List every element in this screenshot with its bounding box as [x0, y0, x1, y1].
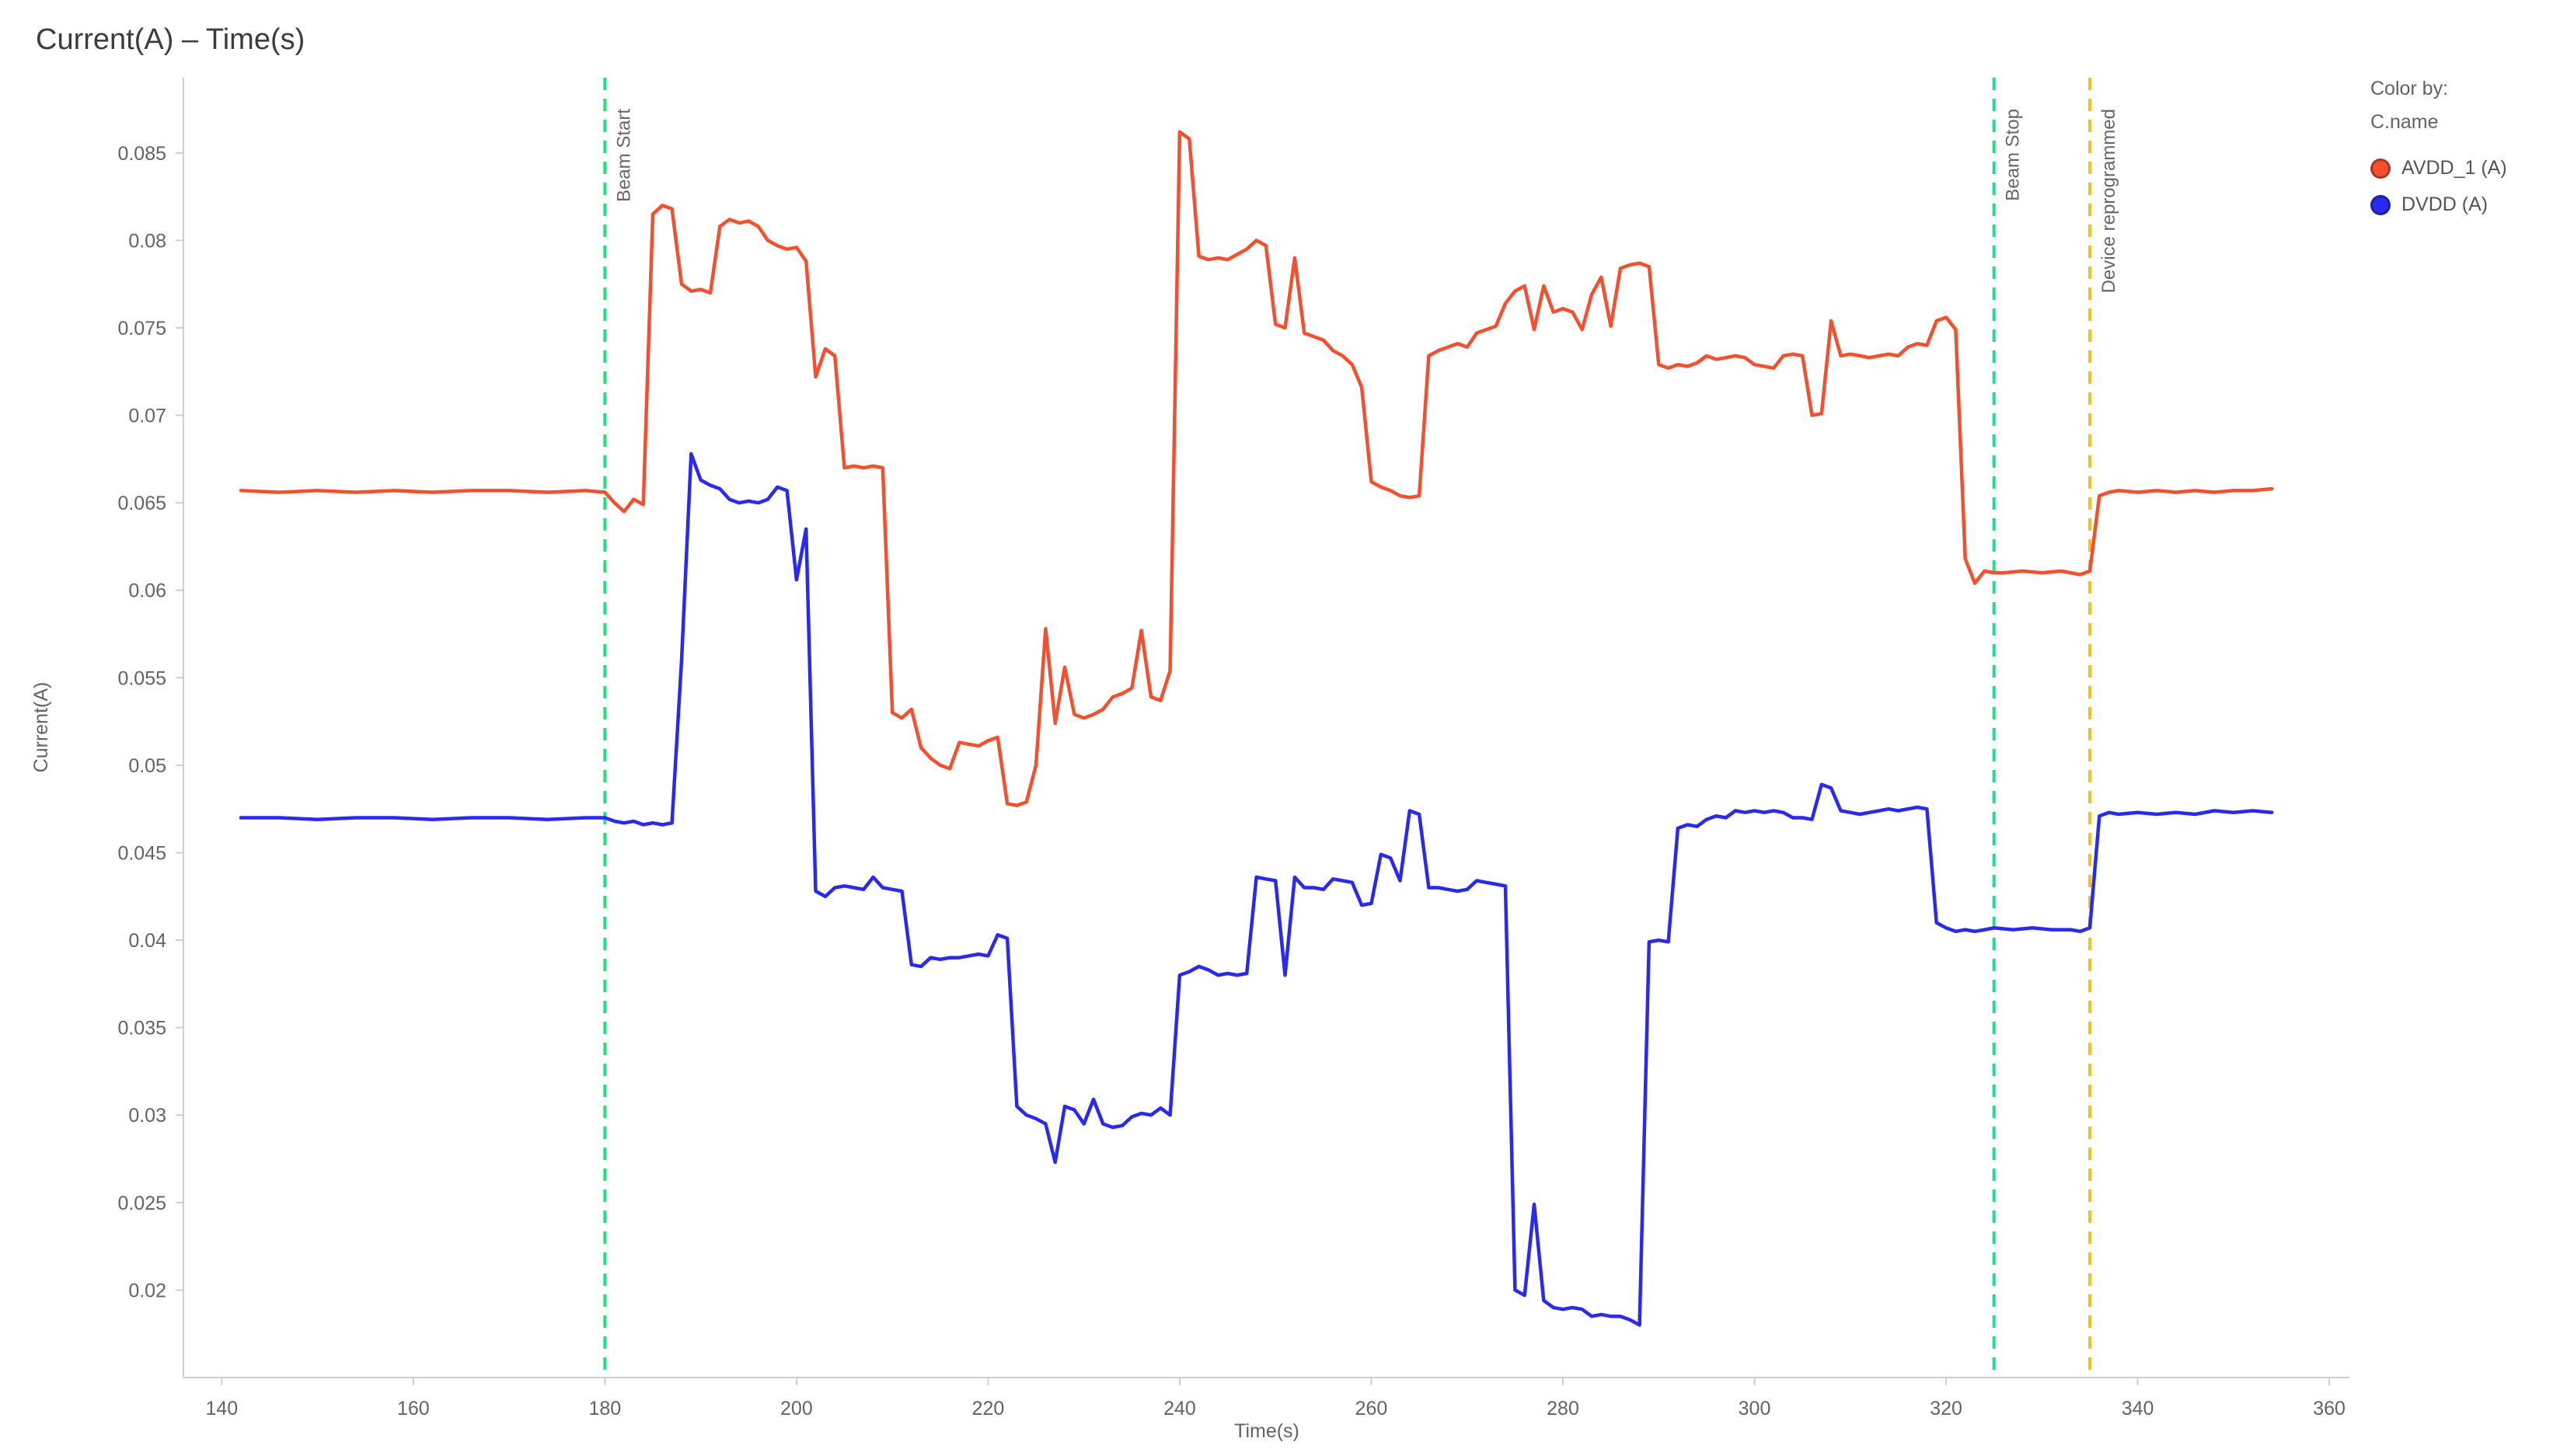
y-tick-label: 0.04: [128, 930, 166, 952]
y-tick-label: 0.035: [117, 1018, 166, 1040]
x-tick-label: 260: [1355, 1398, 1388, 1419]
y-tick-label: 0.03: [128, 1105, 166, 1127]
series-line-1[interactable]: [239, 451, 2274, 1327]
y-tick-label: 0.025: [117, 1193, 166, 1214]
series-line-0[interactable]: [239, 130, 2274, 807]
x-tick-label: 340: [2122, 1398, 2154, 1419]
annotation-label-device-reprogrammed: Device reprogrammed: [2098, 109, 2119, 293]
y-tick-label: 0.05: [128, 755, 166, 777]
y-tick-label: 0.06: [128, 580, 166, 602]
y-tick-label: 0.045: [117, 842, 166, 864]
legend-dot-dvdd-icon: [2370, 194, 2391, 215]
y-tick-label: 0.075: [117, 318, 166, 340]
y-tick-label: 0.055: [117, 667, 166, 689]
legend: Color by: C.name AVDD_1 (A) DVDD (A): [2370, 78, 2507, 230]
legend-item-avdd1[interactable]: AVDD_1 (A): [2370, 157, 2507, 179]
x-tick-label: 140: [205, 1398, 238, 1419]
legend-item-label: DVDD (A): [2401, 193, 2489, 215]
x-tick-label: 200: [780, 1398, 813, 1419]
x-tick-label: 320: [1930, 1398, 1962, 1419]
x-tick-label: 300: [1739, 1398, 1771, 1419]
annotation-label-beam-start: Beam Start: [613, 109, 634, 202]
annotation-label-beam-stop: Beam Stop: [2003, 109, 2024, 201]
x-axis-title: Time(s): [1234, 1420, 1299, 1442]
legend-dot-avdd1-icon: [2370, 158, 2391, 179]
legend-item-dvdd[interactable]: DVDD (A): [2370, 193, 2507, 216]
x-tick-label: 160: [397, 1398, 430, 1419]
y-tick-label: 0.065: [117, 493, 166, 514]
legend-item-label: AVDD_1 (A): [2401, 157, 2507, 179]
x-tick-label: 280: [1547, 1398, 1579, 1419]
legend-colorby-label: Color by:: [2370, 78, 2449, 99]
y-tick-label: 0.02: [128, 1280, 166, 1301]
legend-colorby-field: C.name: [2370, 111, 2439, 133]
x-tick-label: 180: [589, 1398, 622, 1419]
y-tick-label: 0.08: [128, 230, 166, 252]
y-tick-label: 0.07: [128, 406, 166, 427]
y-tick-label: 0.085: [117, 143, 166, 165]
chart-title: Current(A) – Time(s): [36, 23, 305, 56]
x-tick-label: 360: [2313, 1398, 2346, 1419]
x-tick-label: 240: [1163, 1398, 1196, 1419]
x-tick-label: 220: [972, 1398, 1005, 1419]
